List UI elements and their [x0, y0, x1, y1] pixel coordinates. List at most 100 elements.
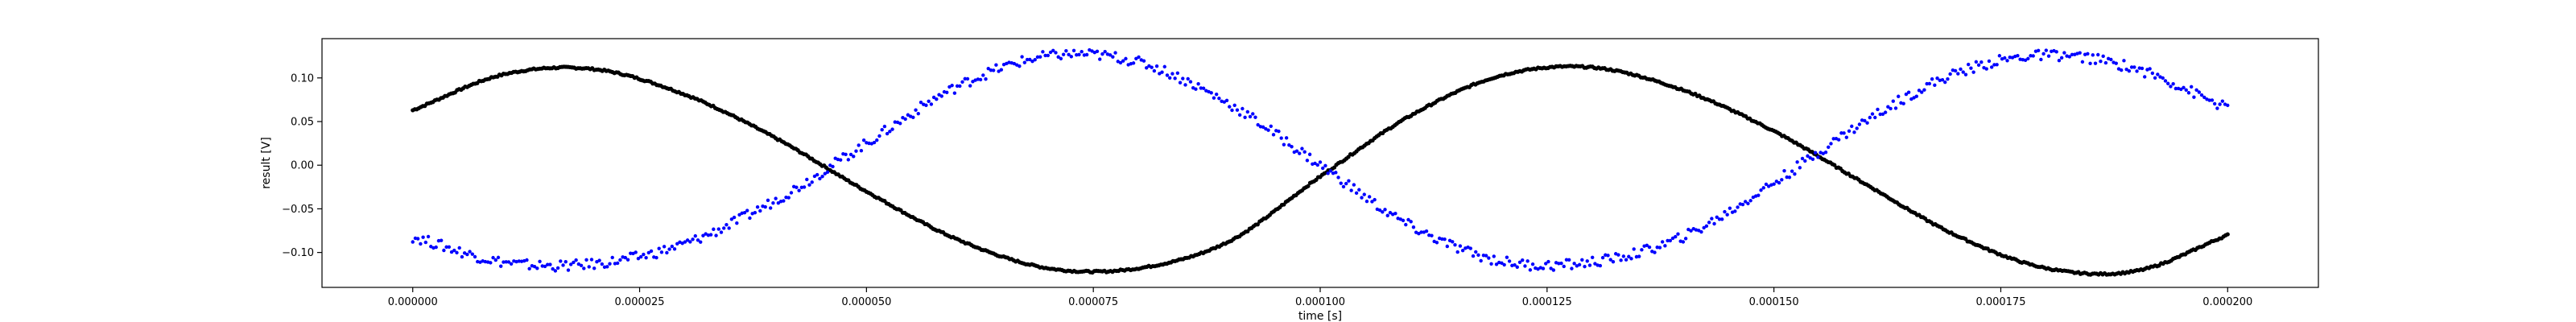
data-point: [1500, 261, 1504, 266]
data-point: [1307, 152, 1312, 156]
data-point: [1580, 258, 1584, 262]
data-point: [1460, 249, 1465, 253]
data-point: [1121, 59, 1125, 63]
data-point: [1940, 78, 1945, 82]
data-point: [672, 247, 677, 251]
data-point: [1228, 105, 1232, 109]
data-point: [1619, 258, 1623, 262]
data-point: [1124, 56, 1128, 61]
data-point: [1546, 259, 1550, 264]
data-point: [1147, 64, 1151, 68]
data-point: [1670, 236, 1675, 241]
data-point: [1683, 237, 1688, 241]
data-point: [685, 238, 690, 242]
data-point: [1235, 108, 1240, 112]
data-point: [1427, 233, 1431, 237]
data-point: [1562, 264, 1566, 269]
data-point: [960, 80, 964, 84]
data-point: [2140, 66, 2145, 71]
data-point: [1328, 169, 1333, 173]
data-point: [1269, 124, 1274, 129]
data-point: [1383, 208, 1387, 212]
data-point: [1551, 268, 1556, 272]
data-point: [890, 127, 894, 131]
data-point: [1349, 188, 1353, 192]
data-point: [2080, 60, 2085, 64]
data-point: [1897, 94, 1901, 98]
data-point: [1362, 192, 1366, 196]
x-tick-label: 0.000150: [1749, 296, 1799, 308]
data-point: [543, 264, 547, 269]
data-point: [2171, 81, 2175, 86]
y-axis: 0.10 0.05 0.00 −0.05 −0.10: [282, 72, 322, 259]
data-point: [1823, 150, 1828, 155]
data-point: [724, 223, 729, 227]
data-point: [1393, 212, 1397, 216]
data-point: [1458, 244, 1463, 248]
data-point: [634, 250, 638, 254]
data-point: [1336, 175, 1340, 180]
data-point: [1744, 200, 1748, 204]
data-point: [1653, 250, 1657, 254]
data-point: [1082, 53, 1087, 57]
data-point: [2163, 79, 2168, 83]
data-point: [1360, 196, 1364, 200]
data-point: [2003, 56, 2007, 60]
data-point: [1214, 92, 1219, 97]
data-point: [1419, 230, 1423, 234]
data-point: [587, 265, 591, 269]
data-point: [1279, 136, 1283, 140]
data-point: [2059, 56, 2064, 60]
data-point: [732, 215, 737, 220]
data-point: [802, 185, 807, 189]
data-point: [566, 268, 571, 272]
data-point: [999, 68, 1004, 72]
data-point: [1870, 112, 1875, 116]
data-point: [600, 262, 605, 266]
data-point: [1409, 220, 1413, 224]
data-point: [1774, 180, 1779, 184]
data-point: [1632, 247, 1636, 251]
x-tick-label: 0.000100: [1295, 296, 1345, 308]
data-point: [2103, 60, 2108, 65]
data-point: [786, 196, 791, 200]
data-point: [642, 252, 646, 257]
data-point: [1606, 254, 1610, 258]
data-point: [1590, 255, 1595, 260]
data-point: [1676, 232, 1680, 236]
data-point: [1992, 63, 1996, 67]
data-point: [1984, 67, 1988, 71]
data-point: [597, 258, 601, 262]
data-point: [911, 115, 915, 119]
x-axis-label: time [s]: [1298, 310, 1342, 322]
data-point: [729, 217, 734, 221]
data-point: [2182, 85, 2186, 90]
data-point: [2057, 58, 2062, 63]
data-point: [2088, 61, 2092, 65]
data-point: [499, 264, 503, 268]
data-point: [2207, 98, 2211, 102]
data-point: [561, 263, 565, 267]
x-tick-label: 0.000175: [1975, 296, 2025, 308]
data-point: [1028, 57, 1032, 62]
data-point: [745, 208, 749, 213]
data-point: [1321, 166, 1325, 171]
data-point: [1761, 186, 1765, 190]
data-point: [1717, 217, 1722, 221]
data-point: [2023, 58, 2028, 62]
data-point: [1740, 202, 1745, 207]
data-point: [1108, 53, 1113, 57]
y-tick-label: 0.10: [291, 72, 314, 85]
x-tick-label: 0.000075: [1068, 296, 1118, 308]
data-point: [444, 245, 448, 250]
data-point: [1069, 55, 1074, 59]
data-point: [766, 198, 770, 203]
data-point: [1170, 72, 1174, 76]
data-point: [2220, 99, 2225, 103]
data-point: [1748, 199, 1752, 203]
data-point: [1061, 52, 1066, 56]
data-point: [1637, 254, 1641, 258]
data-point: [875, 138, 879, 142]
data-point: [1222, 100, 1227, 104]
x-tick-label: 0.000025: [615, 296, 665, 308]
